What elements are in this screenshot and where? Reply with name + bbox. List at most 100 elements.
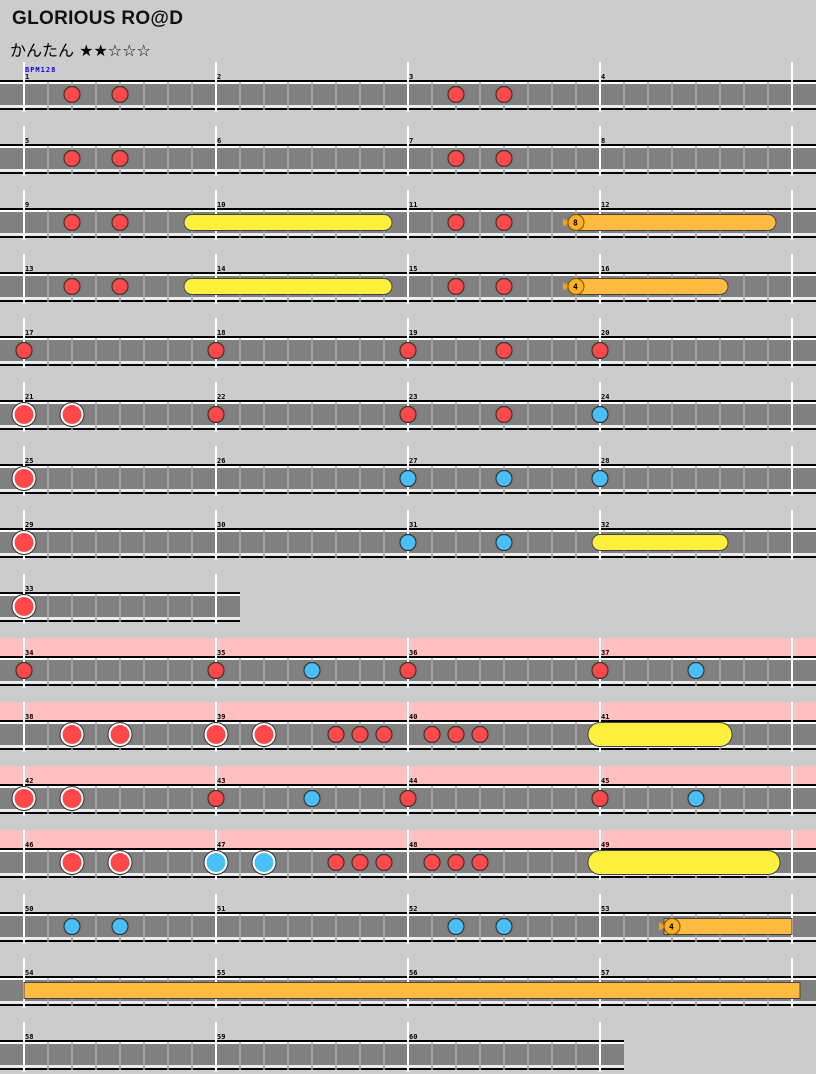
- beat-gridline: [47, 146, 49, 174]
- beat-gridline: [551, 338, 553, 366]
- measure-number: 53: [601, 905, 609, 913]
- beat-gridline: [95, 82, 97, 110]
- note-face: [254, 725, 274, 744]
- measure-number: 20: [601, 329, 609, 337]
- roll-body: [591, 534, 729, 551]
- beat-gridline: [431, 210, 433, 238]
- don-note: [423, 853, 441, 872]
- note-face: [591, 661, 609, 680]
- beat-gridline: [263, 402, 265, 430]
- measure-number: 59: [217, 1033, 225, 1041]
- beat-gridline: [95, 850, 97, 878]
- note-face: [207, 341, 225, 360]
- beat-gridline: [575, 850, 577, 878]
- don-note: [63, 213, 81, 232]
- don-note: [399, 789, 417, 808]
- beat-gridline: [287, 402, 289, 430]
- barline: [791, 62, 793, 112]
- note-face: [207, 405, 225, 424]
- note-face: [62, 853, 82, 872]
- beat-gridline: [527, 82, 529, 110]
- beat-gridline: [287, 466, 289, 494]
- beat-gridline: [383, 82, 385, 110]
- beat-gridline: [383, 658, 385, 686]
- beat-gridline: [527, 786, 529, 814]
- beat-gridline: [287, 914, 289, 942]
- roll-body: [567, 278, 729, 295]
- beat-gridline: [263, 82, 265, 110]
- measure-number: 36: [409, 649, 417, 657]
- row-canvas: 34 35 36 37: [0, 638, 816, 688]
- row-canvas: 38 39 40 41: [0, 702, 816, 752]
- beat-gridline: [359, 466, 361, 494]
- beat-gridline: [431, 402, 433, 430]
- chart-row: 54 55 56 57: [0, 958, 816, 1010]
- note-face: [63, 85, 81, 104]
- beat-gridline: [719, 402, 721, 430]
- measure-number: 33: [25, 585, 33, 593]
- barline: [791, 638, 793, 688]
- don-note: [447, 277, 465, 296]
- beat-gridline: [95, 338, 97, 366]
- beat-gridline: [47, 594, 49, 622]
- note-face: [471, 853, 489, 872]
- beat-gridline: [191, 914, 193, 942]
- note-face: [207, 789, 225, 808]
- drumroll: [183, 278, 393, 295]
- beat-gridline: [287, 786, 289, 814]
- beat-gridline: [383, 466, 385, 494]
- measure-number: 3: [409, 73, 413, 81]
- beat-gridline: [287, 850, 289, 878]
- beat-gridline: [527, 274, 529, 302]
- don-note: [63, 277, 81, 296]
- lane-border-top: [0, 1040, 624, 1042]
- measure-number: 6: [217, 137, 221, 145]
- don-note: [63, 85, 81, 104]
- note-face: [495, 533, 513, 552]
- note-face: [591, 469, 609, 488]
- beat-gridline: [527, 466, 529, 494]
- ka-note: [495, 533, 513, 552]
- beat-gridline: [47, 210, 49, 238]
- beat-gridline: [191, 658, 193, 686]
- note-face: [399, 469, 417, 488]
- don-note: [495, 85, 513, 104]
- beat-gridline: [359, 82, 361, 110]
- measure-number: 27: [409, 457, 417, 465]
- beat-gridline: [47, 82, 49, 110]
- beat-gridline: [719, 338, 721, 366]
- beat-gridline: [623, 146, 625, 174]
- beat-gridline: [167, 658, 169, 686]
- big-don-note: [11, 530, 37, 555]
- beat-gridline: [263, 530, 265, 558]
- note-face: [110, 853, 130, 872]
- beat-gridline: [695, 338, 697, 366]
- beat-gridline: [167, 82, 169, 110]
- measure-number: 10: [217, 201, 225, 209]
- beat-gridline: [551, 1042, 553, 1070]
- beat-gridline: [191, 594, 193, 622]
- note-face: [111, 917, 129, 936]
- measure-number: 25: [25, 457, 33, 465]
- barline: [599, 62, 601, 112]
- beat-gridline: [263, 338, 265, 366]
- don-note: [447, 213, 465, 232]
- beat-gridline: [503, 658, 505, 686]
- beat-gridline: [239, 146, 241, 174]
- lane-border-top: [0, 592, 240, 594]
- beat-gridline: [167, 914, 169, 942]
- note-face: [206, 853, 226, 872]
- note-face: [63, 277, 81, 296]
- row-canvas: 13 14 15 16 4: [0, 254, 816, 304]
- beat-gridline: [743, 722, 745, 750]
- beat-gridline: [647, 402, 649, 430]
- measure-number: 18: [217, 329, 225, 337]
- beat-gridline: [359, 146, 361, 174]
- chart-row: 9 10 11 12 8: [0, 190, 816, 242]
- big-drumroll: [587, 722, 733, 747]
- measure-number: 54: [25, 969, 33, 977]
- don-note: [495, 341, 513, 360]
- chart-row: 13 14 15 16 4: [0, 254, 816, 306]
- note-face: [14, 597, 34, 616]
- measure-number: 37: [601, 649, 609, 657]
